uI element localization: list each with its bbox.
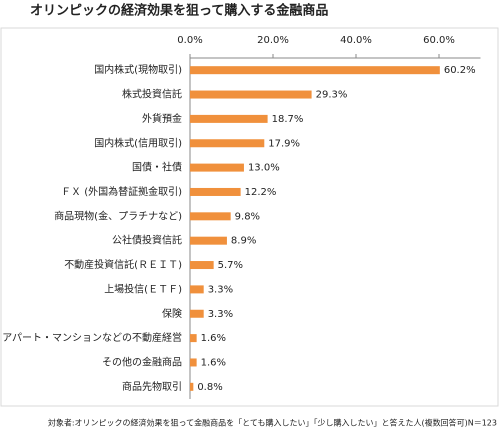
y-tick-label: 国内株式(信用取引) [94,136,182,149]
x-tick-label: 0.0% [177,35,202,46]
value-label: 1.6% [201,357,226,368]
y-tick-label: 外貨預金 [142,112,182,125]
bar [190,187,241,196]
value-label: 9.8% [235,211,260,222]
y-tick-label: 国債・社債 [132,161,182,174]
y-tick-label: 株式投資信託 [122,88,182,101]
y-tick-label: アパート・マンションなどの不動産経営 [2,331,182,344]
bar [190,114,268,123]
value-label: 18.7% [272,114,304,125]
y-tick-label: 商品現物(金、プラチナなど) [54,209,182,222]
bar [190,139,265,148]
y-tick-label: 保険 [162,307,182,320]
value-label: 3.3% [208,309,233,320]
x-tick-label: 60.0% [423,35,455,46]
value-label: 3.3% [208,284,233,295]
y-tick-label: ＦＸ (外国為替証拠金取引) [61,185,182,198]
value-label: 13.0% [248,163,280,174]
bar [190,261,214,270]
value-label: 60.2% [444,65,476,76]
bar [190,163,244,172]
bar [190,66,440,75]
bar [190,334,197,343]
y-tick-label: その他の金融商品 [102,355,182,368]
bar [190,382,194,391]
x-tick-label: 40.0% [340,35,372,46]
y-tick-label: 国内株式(現物取引) [94,63,182,76]
bar [190,236,227,245]
bar [190,285,204,294]
bar [190,358,197,367]
value-label: 8.9% [231,236,256,247]
y-tick-label: 不動産投資信託(ＲＥＩＴ) [64,258,182,271]
y-tick-label: 上場投信(ＥＴＦ) [104,282,182,295]
value-label: 1.6% [201,333,226,344]
chart-frame [0,27,499,407]
x-tick-label: 20.0% [257,35,289,46]
value-label: 17.9% [268,138,300,149]
bar [190,212,231,221]
y-tick-label: 商品先物取引 [122,380,182,393]
value-label: 29.3% [316,90,348,101]
y-tick-label: 公社債投資信託 [112,234,182,247]
value-label: 0.8% [197,382,222,393]
chart-title: オリンピックの経済効果を狙って購入する金融商品 [30,3,328,19]
footnote: 対象者:オリンピックの経済効果を狙って金融商品を「とても購入したい」「少し購入し… [48,418,497,428]
bar [190,90,312,99]
bar [190,309,204,318]
value-label: 5.7% [218,260,243,271]
value-label: 12.2% [245,187,277,198]
